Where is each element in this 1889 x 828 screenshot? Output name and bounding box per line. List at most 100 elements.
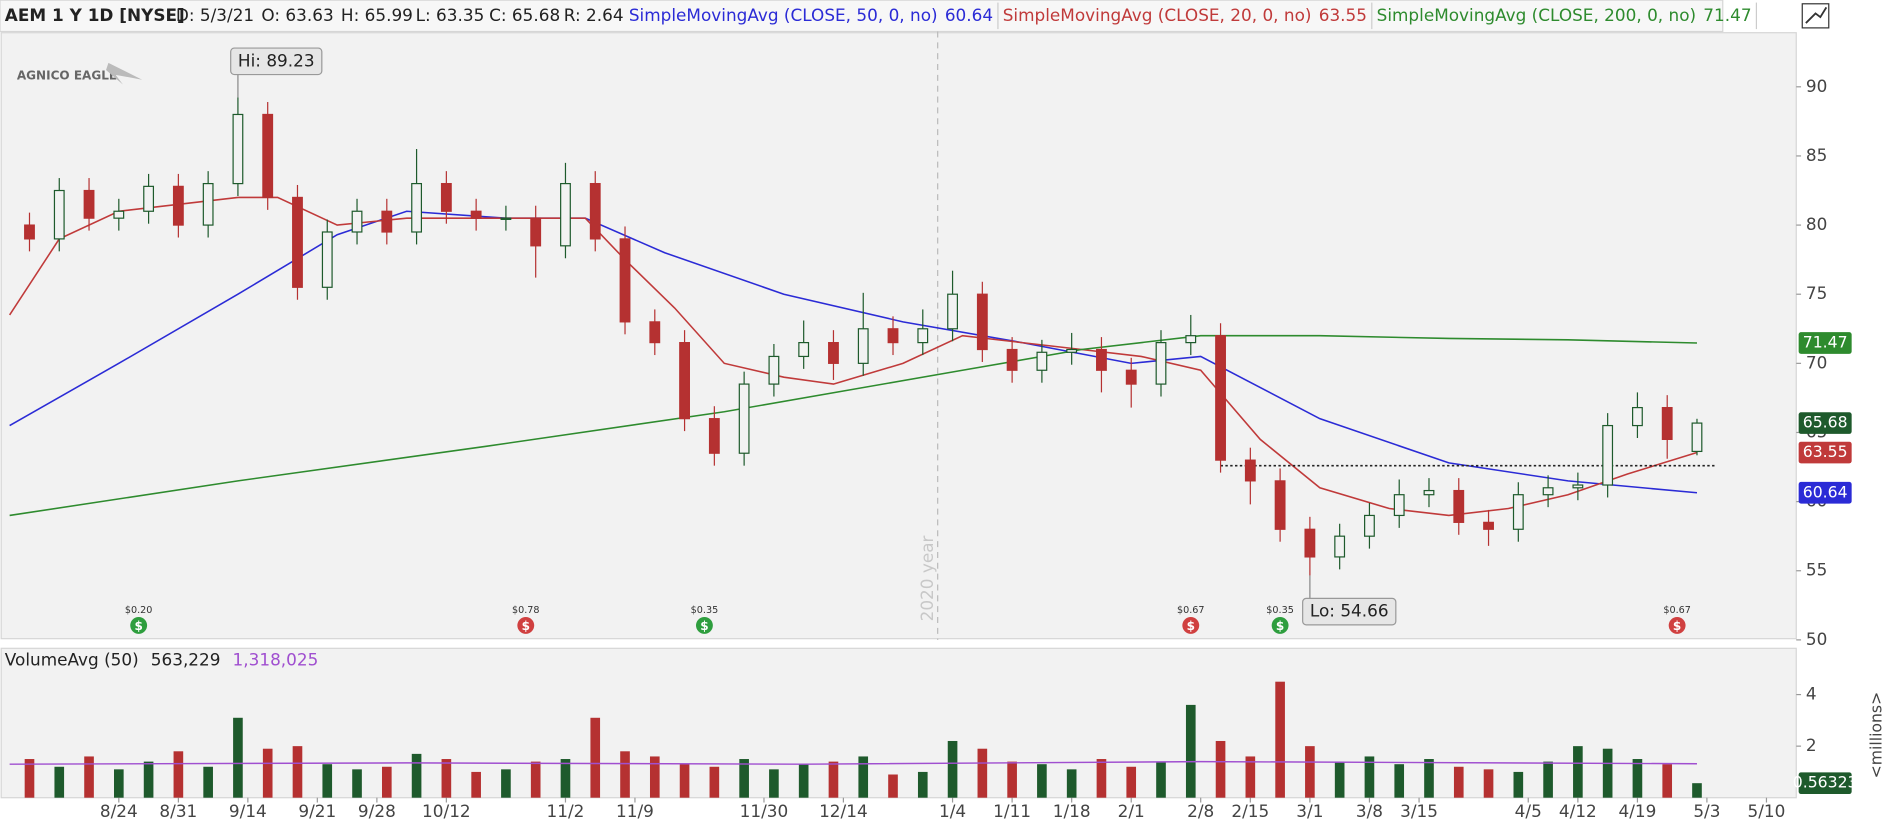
ma-last-value: 71.47 — [1803, 333, 1848, 352]
legend-name: SimpleMovingAvg (CLOSE, 20, 0, no) — [1003, 5, 1312, 25]
volume-bar — [1007, 761, 1017, 798]
x-tick-label: 2/8 — [1187, 801, 1214, 821]
quote-low: L: 63.35 — [416, 5, 485, 25]
candle-body — [83, 189, 95, 219]
dividend-label: $0.35 — [691, 605, 719, 616]
quote-high: H: 65.99 — [341, 5, 413, 25]
candle-body — [708, 418, 720, 454]
volume-bar — [1602, 748, 1613, 798]
x-tick-label: 3/1 — [1296, 801, 1323, 821]
last-price-box — [1798, 412, 1852, 434]
dividend-glyph: $ — [1276, 619, 1284, 633]
layout-icon[interactable] — [1801, 3, 1830, 29]
quote-date: D: 5/3/21 — [176, 5, 254, 25]
candle-body — [1423, 489, 1435, 496]
candle-body — [24, 224, 35, 240]
candle-body — [738, 383, 750, 454]
candle-body — [828, 342, 839, 364]
legend-name: SimpleMovingAvg (CLOSE, 200, 0, no) — [1377, 5, 1696, 25]
candle-body — [500, 217, 512, 220]
candle-body — [381, 210, 393, 233]
volume-bar — [977, 748, 988, 798]
y-tick-label: 85 — [1806, 145, 1827, 165]
volume-bar — [530, 761, 541, 798]
volume-bar — [1692, 783, 1702, 798]
icon-frame[interactable] — [1801, 3, 1830, 29]
y-tick-label: 75 — [1806, 283, 1827, 303]
ma-last-value: 63.55 — [1803, 442, 1848, 461]
volume-bar — [441, 759, 452, 798]
candle-body — [857, 328, 869, 364]
candle-body — [1334, 535, 1346, 558]
candle-body — [1125, 369, 1137, 385]
quote-open: O: 63.63 — [261, 5, 333, 25]
logo-mark — [106, 62, 143, 85]
ma-last-value-box — [1798, 332, 1852, 354]
ma-last-value-box — [1798, 441, 1852, 464]
y-tick-label: 70 — [1806, 352, 1827, 372]
x-tick-label: 12/14 — [819, 801, 868, 821]
x-tick-label: 11/2 — [547, 801, 585, 821]
volume-bar — [143, 761, 154, 798]
candle-body — [1453, 489, 1465, 523]
annotation-label: Hi: 89.23 — [238, 50, 315, 70]
dividend-glyph: $ — [1187, 619, 1195, 633]
volume-bar — [1126, 766, 1137, 798]
candle-body — [351, 210, 363, 233]
volume-bar — [1424, 759, 1434, 798]
last-volume: 0.56323 — [1793, 773, 1858, 792]
volume-bar — [1543, 761, 1553, 798]
volume-unit-label: <millions> — [1866, 692, 1885, 779]
candle-body — [1691, 422, 1703, 453]
candle-body — [1274, 480, 1286, 530]
x-tick-label: 4/12 — [1559, 801, 1597, 821]
legend-value: 71.47 — [1703, 5, 1751, 25]
volume-bar — [352, 769, 362, 798]
volume-bar — [84, 756, 94, 798]
volume-current: 563,229 — [151, 649, 221, 669]
candle-body — [1661, 406, 1673, 440]
volume-title: VolumeAvg (50) — [5, 649, 139, 669]
dividend-icon — [517, 616, 535, 634]
volume-bar — [1037, 764, 1047, 798]
legend-name: SimpleMovingAvg (CLOSE, 50, 0, no) — [629, 5, 938, 25]
x-tick-label: 5/3 — [1693, 801, 1720, 821]
candle-body — [1542, 487, 1554, 496]
volume-bar — [709, 766, 720, 798]
volume-bar — [1066, 769, 1077, 798]
volume-bar — [233, 717, 243, 798]
candle-body — [1632, 406, 1643, 427]
y-tick-label: 50 — [1806, 629, 1827, 649]
dividend-glyph: $ — [700, 619, 708, 633]
y-tick-label: 80 — [1806, 214, 1827, 234]
candle-body — [1602, 424, 1614, 486]
x-tick-label: 3/8 — [1356, 801, 1383, 821]
volume-bar — [1483, 769, 1494, 798]
volume-bar — [1334, 761, 1345, 798]
volume-bar — [1185, 704, 1196, 798]
x-tick-label: 2/1 — [1118, 801, 1145, 821]
dividend-label: $0.67 — [1177, 605, 1205, 616]
dividend-glyph: $ — [134, 619, 142, 633]
quote-range: R: 2.64 — [564, 5, 624, 25]
x-tick-label: 8/24 — [100, 801, 138, 821]
candle-body — [768, 355, 780, 385]
x-tick-label: 10/12 — [422, 801, 471, 821]
candle-body — [530, 217, 542, 247]
volume-bar — [1394, 764, 1405, 798]
x-tick-label: 3/15 — [1400, 801, 1438, 821]
candle-body — [232, 113, 244, 185]
candle-body — [143, 185, 155, 212]
candle-body — [470, 210, 482, 219]
x-tick-label: 9/14 — [229, 801, 267, 821]
volume-bar — [322, 764, 333, 798]
moving-average-line — [9, 210, 1698, 494]
dividend-icon — [1182, 616, 1200, 634]
volume-average-value: 1,318,025 — [233, 649, 319, 669]
volume-bar — [917, 771, 928, 798]
volume-bar — [1156, 761, 1166, 798]
year-label: 2020 year — [917, 535, 937, 621]
volume-bar — [1573, 746, 1583, 798]
